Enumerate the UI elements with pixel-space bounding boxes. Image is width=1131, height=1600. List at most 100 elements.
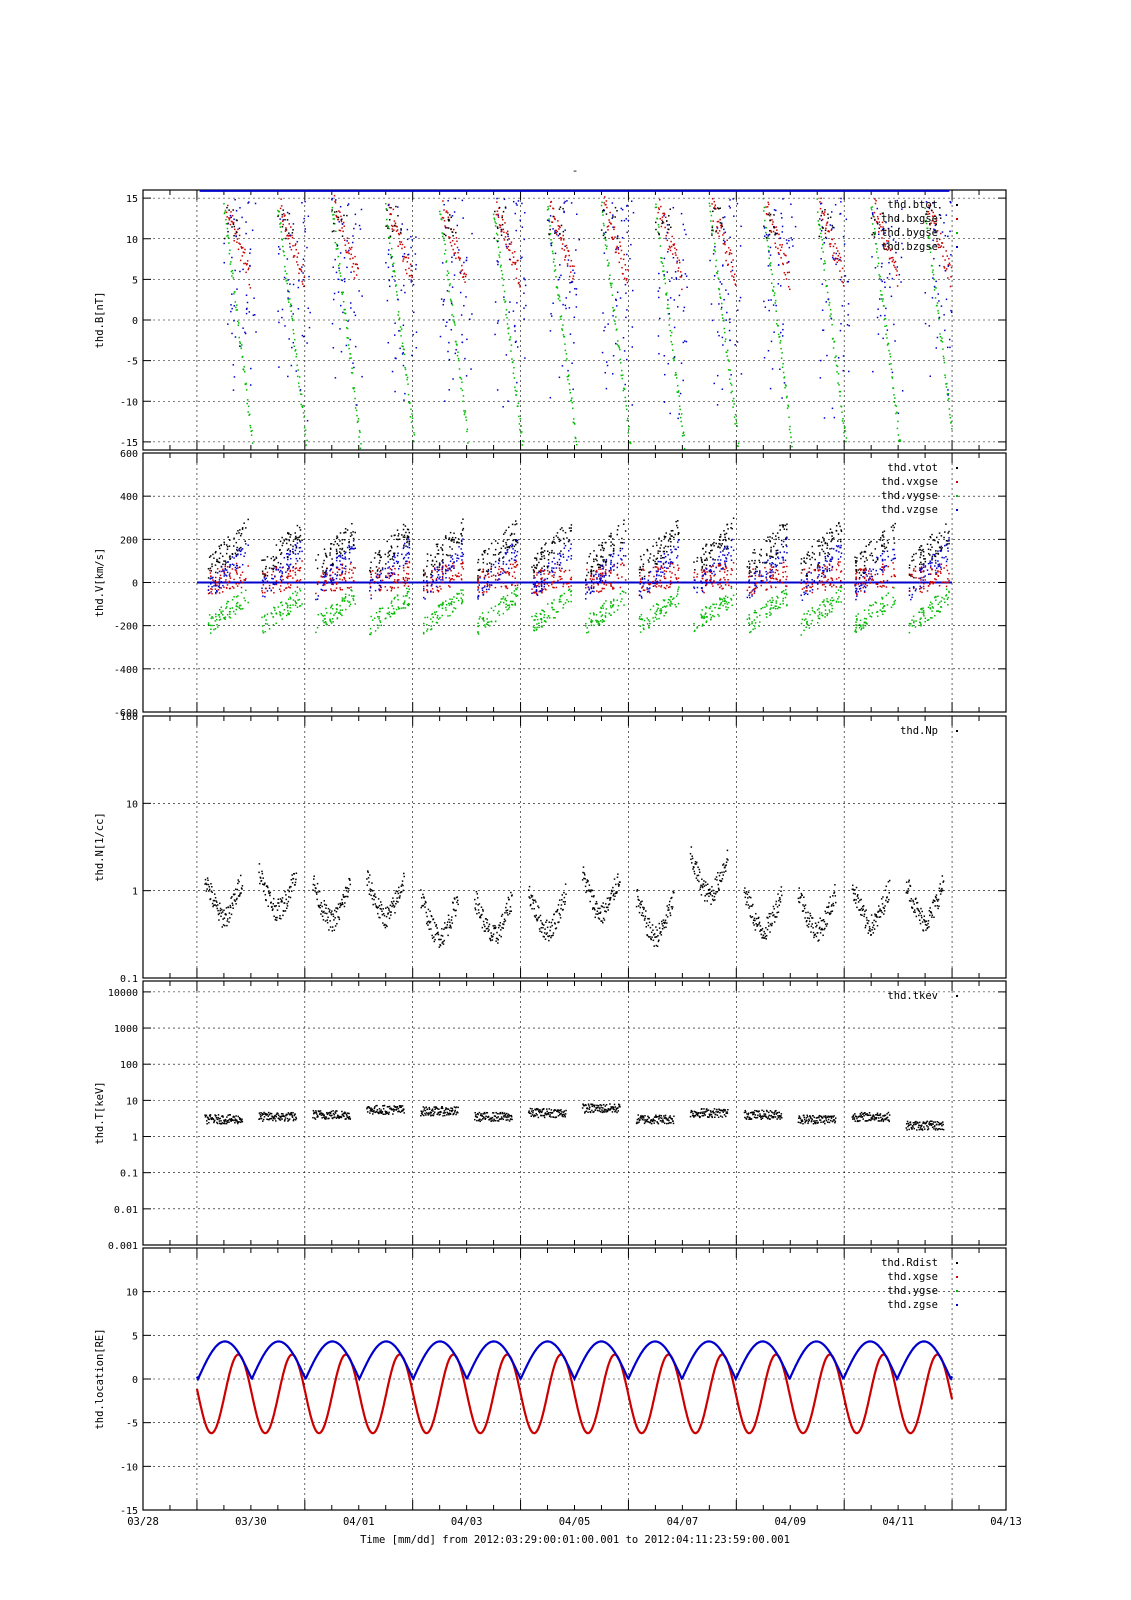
series-point-vxgse [369,582,371,585]
series-point-bxgse [558,228,560,230]
series-point-bzgse [673,326,676,329]
series-point-btot [718,208,720,210]
series-point-vtot [663,550,666,553]
series-point-bygse [628,425,630,428]
series-point-bxgse [821,218,824,221]
series-point-vxgse [566,583,568,585]
series-point-bygse [295,355,297,358]
series-point-bzgse [442,319,445,321]
series-point-vygse [514,594,517,596]
series-point-bygse [566,358,568,360]
series-point-bygse [924,207,926,210]
series-point-bxgse [568,275,571,278]
series-point-bxgse [613,228,615,231]
series-point-bygse [304,433,306,436]
series-point-bxgse [838,259,840,262]
series-point-bzgse [948,338,951,341]
series-point-vygse [344,597,347,599]
series-point-bygse [786,395,788,398]
series-point-bxgse [720,227,723,229]
series-point-btot [281,226,284,228]
series-point-bygse [772,286,775,288]
series-point-vtot [559,552,561,555]
series-point-bygse [300,403,302,406]
series-point-bxgse [825,227,827,230]
series-point-bzgse [837,357,840,359]
series-point-bygse [624,400,627,402]
series-point-bxgse [929,204,932,207]
series-point-bzgse [555,231,557,234]
series-point-bygse [877,257,879,259]
series-point-vygse [600,606,602,609]
series-point-bygse [715,265,717,268]
series-point-vygse [596,621,598,623]
series-point-bygse [223,212,226,215]
series-point-vzgse [643,578,646,580]
series-point-bzgse [663,274,665,276]
series-point-vygse [324,614,326,617]
series-point-bxgse [670,245,673,248]
series-point-bygse [836,371,838,373]
series-point-vtot [621,542,624,544]
series-point-bygse [784,384,787,386]
series-point-vzgse [513,559,516,561]
series-point-vtot [241,528,244,530]
series-point-bxgse [356,267,359,269]
series-point-btot [333,230,335,232]
series-point-vxgse [499,571,502,573]
series-point-bzgse [840,201,842,203]
series-point-bzgse [612,355,615,357]
series-point-vxgse [289,587,291,589]
series-point-bzgse [833,226,835,229]
series-point-bxgse [459,272,462,275]
series-point-vzgse [551,567,553,569]
series-point-bxgse [889,257,891,259]
series-point-bzgse [516,381,518,384]
series-point-bzgse [334,377,337,379]
series-point-vygse [272,616,274,618]
series-point-bygse [929,251,932,254]
series-point-vygse [398,607,401,610]
series-point-vygse [488,624,491,627]
series-point-vtot [678,532,680,534]
series-point-bzgse [768,251,770,253]
series-point-vygse [511,600,513,603]
series-point-bzgse [933,285,936,288]
series-point-vxgse [388,577,390,579]
series-point-vxgse [500,585,503,588]
series-point-bygse [407,393,410,396]
series-point-vxgse [289,575,292,577]
series-point-vygse [408,597,411,599]
series-point-btot [226,206,228,209]
series-point-btot [655,228,657,231]
series-point-bygse [937,312,940,315]
series-point-vtot [593,550,595,552]
series-point-bygse [838,390,841,393]
series-point-bxgse [892,256,894,259]
series-point-bygse [874,231,876,233]
series-point-bygse [895,405,898,408]
series-point-bxgse [243,262,245,265]
series-point-bygse [770,269,772,271]
series-point-vzgse [296,542,299,544]
series-point-vzgse [605,558,608,561]
series-point-bxgse [404,269,407,271]
series-point-bygse [843,431,845,434]
series-point-bzgse [515,340,517,343]
series-point-vzgse [403,546,405,548]
series-point-bygse [722,320,725,322]
series-point-bygse [549,225,551,227]
series-point-bxgse [735,284,737,286]
series-point-bygse [301,405,303,408]
series-point-vzgse [323,576,326,578]
series-point-bygse [286,282,289,285]
series-point-vzgse [406,552,409,555]
series-point-vygse [335,611,338,613]
series-point-bygse [518,423,521,425]
series-point-bygse [229,249,231,252]
series-point-bzgse [768,309,770,312]
series-point-vtot [423,574,425,577]
series-point-bxgse [939,246,941,249]
series-point-vzgse [552,567,555,569]
series-point-vtot [336,536,339,539]
